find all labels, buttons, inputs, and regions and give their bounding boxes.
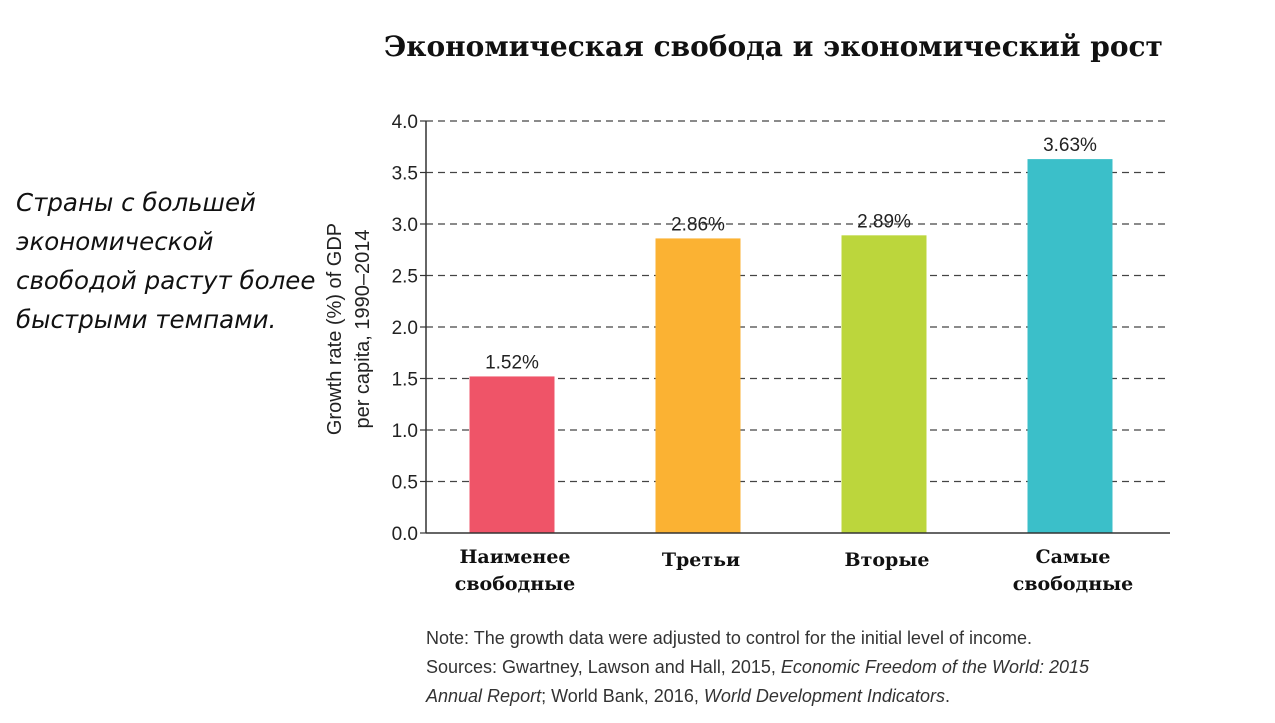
axes (420, 120, 1170, 534)
data-label: 2.89% (857, 211, 911, 232)
labels: 0.0 0.5 1.0 1.5 2.0 2.5 3.0 3.5 4.0 1.52% Наименее… (324, 112, 1133, 595)
note-end: . (944, 686, 950, 706)
y-tick-label: 3.5 (392, 164, 418, 185)
x-category-label: Наименее (459, 546, 570, 568)
y-tick-label: 1.5 (392, 370, 418, 391)
chart-title: Экономическая свобода и экономический ро… (384, 30, 1163, 63)
x-category-label: Третьи (662, 549, 740, 571)
y-tick-label: 1.0 (392, 421, 418, 442)
bar (1027, 159, 1113, 534)
x-category-label: свободные (1013, 573, 1134, 595)
note-line-3: Annual Report; World Bank, 2016, World D… (426, 682, 1266, 711)
y-tick-label: 2.0 (392, 318, 418, 339)
note-report-title-b: Annual Report (426, 686, 542, 706)
y-tick-label: 3.0 (392, 215, 418, 236)
bar (655, 238, 741, 534)
y-axis-label: per capita, 1990–2014 (352, 229, 374, 428)
note-line-1: Note: The growth data were adjusted to c… (426, 628, 1032, 648)
bar (841, 235, 927, 533)
bars (469, 159, 1113, 534)
note-report-title-a: Economic Freedom of the World: 2015 (780, 657, 1090, 677)
y-tick-label: 2.5 (392, 267, 418, 288)
x-category-label: свободные (455, 573, 576, 595)
note-wdi-title: World Development Indicators (703, 686, 945, 706)
data-label: 3.63% (1043, 135, 1097, 156)
source-note: Note: The growth data were adjusted to c… (426, 624, 1266, 711)
x-category-label: Самые (1035, 546, 1110, 568)
data-label: 1.52% (485, 352, 539, 373)
bar (469, 376, 555, 533)
note-sources-prefix: Sources: Gwartney, Lawson and Hall, 2015… (426, 657, 781, 677)
y-axis-label: Growth rate (%) of GDP (324, 223, 346, 435)
note-worldbank: ; World Bank, 2016, (541, 686, 704, 706)
y-tick-label: 0.5 (392, 473, 418, 494)
x-category-label: Вторые (845, 549, 930, 571)
y-tick-label: 0.0 (392, 524, 418, 545)
note-line-2: Sources: Gwartney, Lawson and Hall, 2015… (426, 653, 1266, 682)
y-tick-label: 4.0 (392, 112, 418, 133)
side-caption: Страны с большей экономической свободой … (16, 188, 316, 334)
data-label: 2.86% (671, 214, 725, 235)
